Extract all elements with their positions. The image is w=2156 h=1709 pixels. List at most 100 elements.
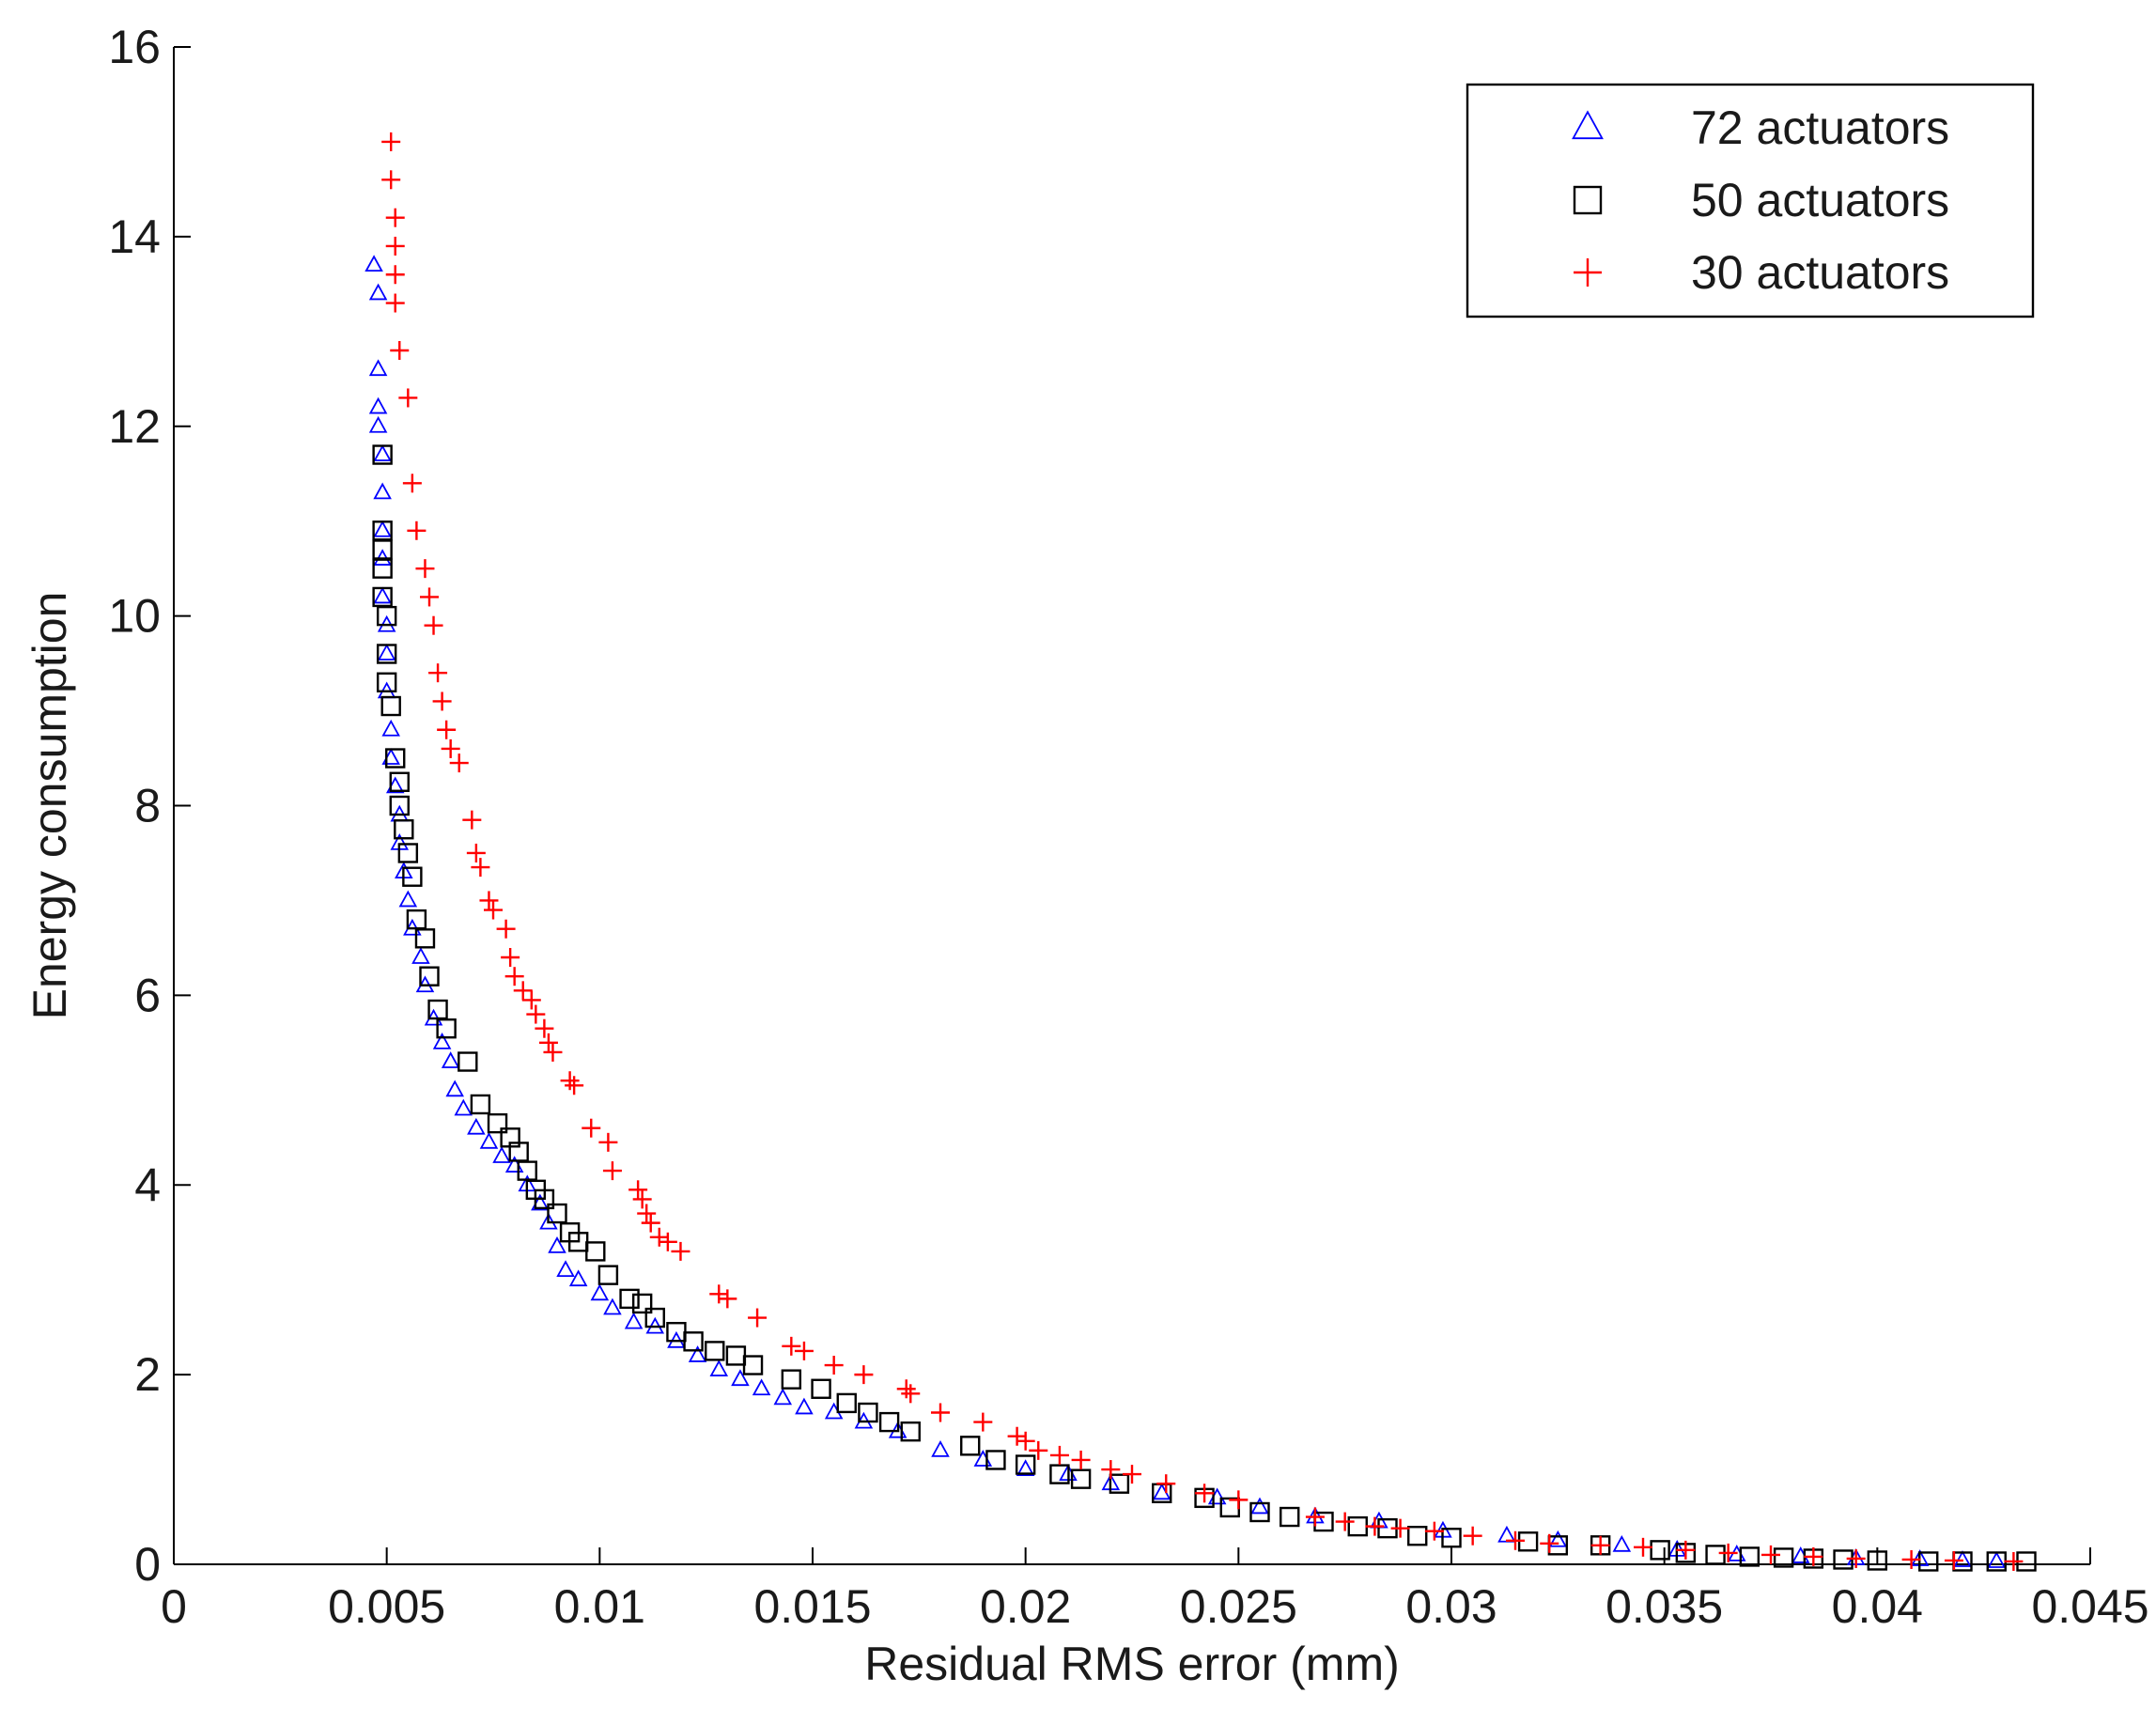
data-point <box>811 1378 831 1399</box>
data-point <box>389 795 410 816</box>
legend-label: 50 actuators <box>1691 174 1949 226</box>
y-tick-label: 12 <box>108 400 161 453</box>
data-point <box>1540 1533 1559 1553</box>
data-point <box>1229 1490 1249 1510</box>
data-point <box>858 1402 878 1423</box>
data-point <box>1718 1543 1738 1562</box>
data-point <box>381 170 401 190</box>
x-tick-label: 0.035 <box>1605 1580 1723 1633</box>
data-point <box>1016 1459 1035 1476</box>
data-point <box>513 981 533 1001</box>
data-point <box>1016 1431 1035 1451</box>
data-point <box>1365 1516 1385 1536</box>
data-point <box>411 947 430 964</box>
data-point <box>484 900 503 920</box>
data-point <box>752 1378 771 1396</box>
data-point <box>492 1146 511 1163</box>
legend-label: 72 actuators <box>1691 101 1949 154</box>
x-tick-label: 0.03 <box>1405 1580 1497 1633</box>
data-point <box>376 644 397 664</box>
data-point <box>742 1355 764 1375</box>
data-point <box>479 1131 499 1149</box>
data-point <box>794 1341 814 1360</box>
data-point <box>1305 1507 1325 1527</box>
data-point <box>372 558 393 579</box>
data-point <box>373 444 392 461</box>
data-point <box>1944 1550 1963 1570</box>
data-point <box>705 1341 725 1361</box>
legend-item: 30 actuators <box>1574 246 1949 299</box>
data-point <box>725 1345 747 1366</box>
data-point <box>424 615 443 635</box>
data-point <box>380 695 401 717</box>
data-point <box>432 691 452 711</box>
data-point <box>385 236 405 256</box>
data-point <box>441 738 460 758</box>
data-point <box>671 1241 690 1261</box>
data-point <box>854 1365 874 1385</box>
data-point <box>1676 1540 1696 1560</box>
data-point <box>526 1004 546 1024</box>
data-point <box>398 388 418 408</box>
y-tick-label: 8 <box>134 780 161 832</box>
data-point <box>487 1112 508 1134</box>
data-point <box>1335 1512 1355 1531</box>
data-point <box>628 1180 648 1200</box>
data-point <box>1804 1546 1823 1566</box>
data-point <box>373 586 392 604</box>
data-point <box>1612 1534 1632 1552</box>
data-point <box>1987 1551 2007 1568</box>
data-point <box>373 520 392 537</box>
data-point <box>501 948 520 967</box>
data-point <box>731 1369 750 1387</box>
legend-marker-plus <box>1574 258 1602 287</box>
data-point <box>385 293 405 313</box>
data-point <box>521 990 541 1010</box>
data-point <box>420 587 439 607</box>
data-point <box>535 1018 554 1038</box>
data-point <box>467 1117 486 1135</box>
series-2 <box>381 132 2024 1571</box>
data-point <box>479 891 499 910</box>
data-point <box>1207 1487 1227 1505</box>
y-tick-label: 6 <box>134 969 161 1021</box>
data-point <box>1195 1484 1215 1503</box>
legend-marker-square <box>1573 185 1603 215</box>
data-point <box>547 1203 567 1224</box>
legend-box <box>1466 83 2035 318</box>
data-point <box>504 967 524 987</box>
data-point <box>568 1269 588 1287</box>
x-tick-label: 0.01 <box>554 1580 645 1633</box>
data-point <box>381 719 400 737</box>
data-point <box>748 1308 768 1328</box>
data-point <box>960 1436 981 1456</box>
data-point <box>415 559 435 579</box>
data-point <box>1901 1549 1921 1569</box>
data-point <box>368 396 388 414</box>
data-point <box>637 1204 657 1223</box>
data-point <box>1390 1518 1410 1538</box>
y-axis: 0 2 4 6 8 10 12 14 16 <box>108 21 191 1591</box>
legend-item: 72 actuators <box>1572 101 1949 154</box>
data-point <box>2004 1551 2024 1571</box>
data-point <box>1953 1550 1972 1567</box>
data-point <box>709 1284 729 1304</box>
data-point <box>773 1388 793 1406</box>
data-point <box>602 1161 622 1181</box>
data-point <box>381 132 401 151</box>
data-point <box>402 866 423 887</box>
data-point <box>1705 1545 1726 1565</box>
data-point <box>641 1213 660 1233</box>
data-point <box>414 928 436 949</box>
data-point <box>548 1235 566 1253</box>
legend-label: 30 actuators <box>1691 246 1949 299</box>
data-point <box>538 1033 558 1052</box>
data-point <box>496 919 516 939</box>
data-point <box>1846 1548 1866 1568</box>
data-point <box>1441 1528 1462 1548</box>
data-point <box>598 1132 618 1152</box>
series-0 <box>365 255 2007 1568</box>
series-1 <box>372 444 2037 1572</box>
data-point <box>1424 1521 1444 1541</box>
data-point <box>398 890 418 908</box>
